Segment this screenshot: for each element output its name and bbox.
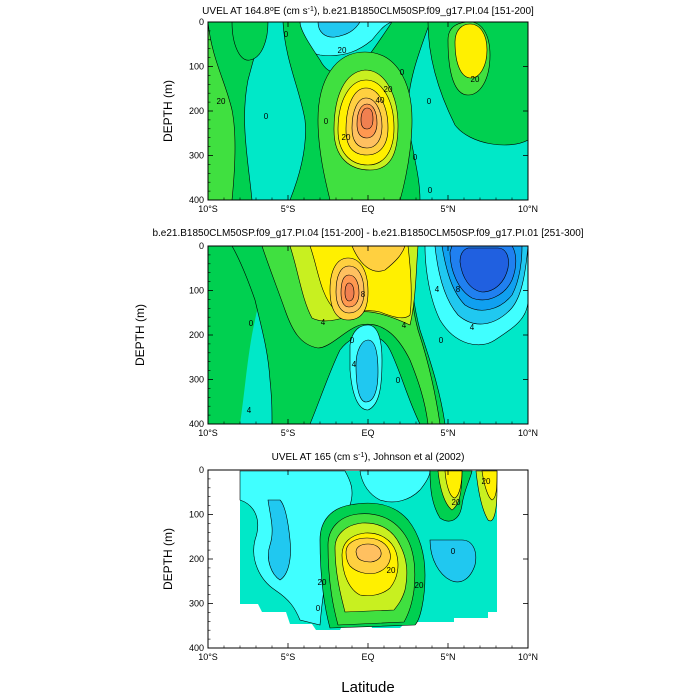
panel-3: UVEL AT 165 (cm s-1), Johnson et al (200… xyxy=(161,452,538,662)
x-tick-label: 10°S xyxy=(198,204,218,214)
x-tick-label: 10°N xyxy=(518,428,538,438)
y-tick-label: 200 xyxy=(189,330,204,340)
contour-label: 20 xyxy=(217,97,226,106)
y-tick-label: 400 xyxy=(189,419,204,429)
y-tick-label: 300 xyxy=(189,151,204,161)
x-tick-label: EQ xyxy=(361,204,374,214)
panel-1-contour-field xyxy=(208,22,528,200)
y-tick-label: 100 xyxy=(189,510,204,520)
x-tick-label: 5°N xyxy=(440,204,455,214)
contour-label: 20 xyxy=(384,85,393,94)
x-tick-label: 5°S xyxy=(281,652,296,662)
panel-3-title: UVEL AT 165 (cm s-1), Johnson et al (200… xyxy=(272,452,465,463)
contour-label: 20 xyxy=(482,477,491,486)
x-axis-label: Latitude xyxy=(341,679,394,696)
contour-label: 40 xyxy=(376,96,385,105)
x-tick-label: EQ xyxy=(361,428,374,438)
contour-label: 0 xyxy=(428,186,433,195)
y-tick-label: 200 xyxy=(189,554,204,564)
panel-2-contour-labels: 8 4 4 0 4 4 8 0 4 0 0 4 xyxy=(247,285,475,415)
contour-label: 20 xyxy=(342,133,351,142)
contour-label: 8 xyxy=(361,290,366,299)
y-tick-label: 300 xyxy=(189,375,204,385)
contour-label: 0 xyxy=(350,336,355,345)
y-tick-label: 0 xyxy=(199,465,204,475)
contour-label: 4 xyxy=(352,360,357,369)
panel-2-ylabel: DEPTH (m) xyxy=(133,304,147,366)
y-tick-label: 100 xyxy=(189,62,204,72)
contour-label: 0 xyxy=(324,117,329,126)
x-tick-label: 5°N xyxy=(440,428,455,438)
panel-1-contour-labels: 0 20 0 20 40 20 0 20 0 0 0 20 0 xyxy=(217,30,480,195)
contour-label: 4 xyxy=(247,406,252,415)
y-tick-label: 400 xyxy=(189,195,204,205)
contour-label: 4 xyxy=(402,321,407,330)
panel-1-title: UVEL AT 164.8oE (cm s-1), b.e21.B1850CLM… xyxy=(202,6,534,17)
contour-label: 0 xyxy=(413,153,418,162)
contour-label: 0 xyxy=(400,68,405,77)
contour-label: 0 xyxy=(249,319,254,328)
y-tick-label: 0 xyxy=(199,17,204,27)
contour-label: 20 xyxy=(387,566,396,575)
contour-label: 0 xyxy=(439,336,444,345)
panel-3-ylabel: DEPTH (m) xyxy=(161,528,175,590)
x-tick-label: 5°S xyxy=(281,204,296,214)
y-tick-label: 100 xyxy=(189,286,204,296)
y-tick-label: 300 xyxy=(189,599,204,609)
contour-label: 8 xyxy=(456,285,461,294)
panel-2-title: b.e21.B1850CLM50SP.f09_g17.PI.04 [151-20… xyxy=(152,228,583,239)
panel-2-contour-field xyxy=(208,246,528,424)
x-tick-label: 10°S xyxy=(198,428,218,438)
x-tick-label: 5°N xyxy=(440,652,455,662)
contour-label: 4 xyxy=(435,285,440,294)
contour-label: 20 xyxy=(318,578,327,587)
panel-2: b.e21.B1850CLM50SP.f09_g17.PI.04 [151-20… xyxy=(133,228,584,438)
contour-label: 0 xyxy=(396,376,401,385)
y-tick-label: 0 xyxy=(199,241,204,251)
contour-label: 20 xyxy=(471,75,480,84)
contour-label: 20 xyxy=(338,46,347,55)
panel-3-contour-field xyxy=(239,470,498,630)
x-tick-label: 5°S xyxy=(281,428,296,438)
contour-label: 0 xyxy=(451,547,456,556)
contour-label: 0 xyxy=(284,30,289,39)
panel-1-ylabel: DEPTH (m) xyxy=(161,80,175,142)
x-tick-label: EQ xyxy=(361,652,374,662)
x-tick-label: 10°N xyxy=(518,204,538,214)
y-tick-label: 400 xyxy=(189,643,204,653)
contour-label: 20 xyxy=(452,498,461,507)
y-tick-label: 200 xyxy=(189,106,204,116)
contour-label: 0 xyxy=(316,604,321,613)
contour-label: 20 xyxy=(415,581,424,590)
contour-label: 4 xyxy=(321,318,326,327)
panel-3-contour-labels: 20 20 20 0 20 20 0 xyxy=(316,477,491,613)
x-tick-label: 10°N xyxy=(518,652,538,662)
contour-label: 0 xyxy=(427,97,432,106)
panel-1: UVEL AT 164.8oE (cm s-1), b.e21.B1850CLM… xyxy=(161,6,538,214)
contour-label: 0 xyxy=(264,112,269,121)
contour-label: 4 xyxy=(470,323,475,332)
x-tick-label: 10°S xyxy=(198,652,218,662)
